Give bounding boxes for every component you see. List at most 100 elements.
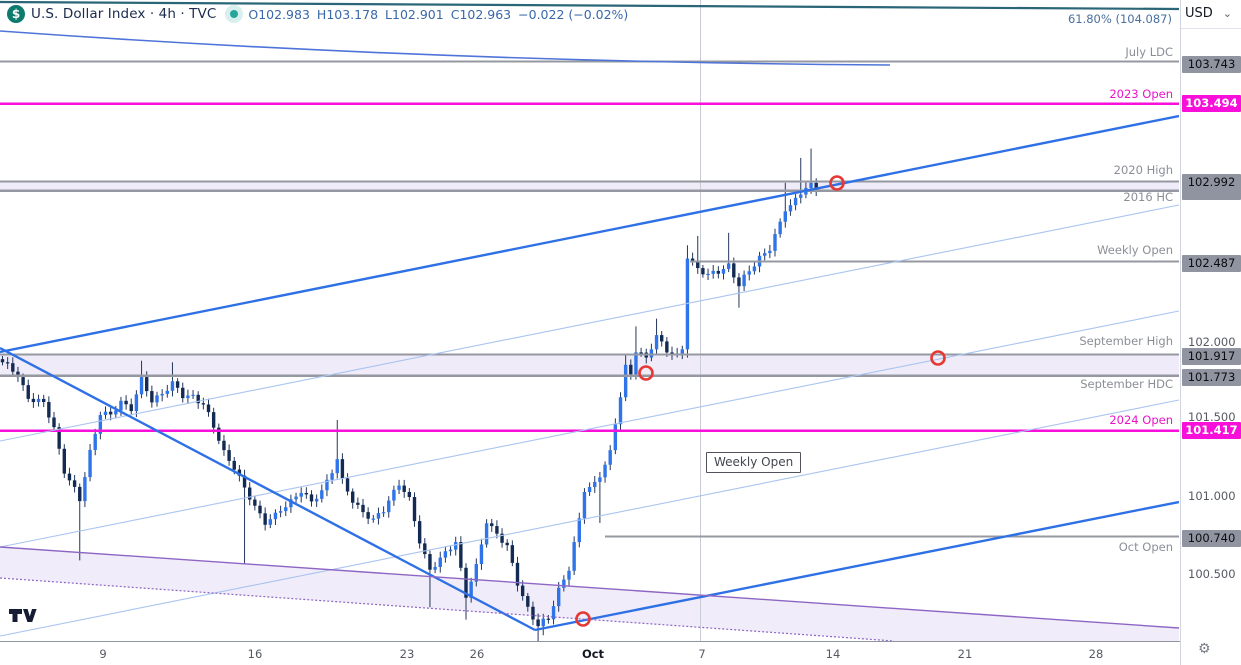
- candle-down: [253, 499, 257, 506]
- candle-down: [536, 619, 540, 627]
- candle-down: [546, 618, 551, 620]
- candle-up: [191, 394, 195, 397]
- candle-up: [98, 415, 103, 434]
- candle-up: [706, 273, 710, 276]
- candle-up: [155, 395, 159, 403]
- reaction-marker-circle: [575, 611, 591, 627]
- candle-down: [72, 480, 77, 487]
- candle-down: [145, 377, 149, 392]
- candle-up: [186, 395, 190, 399]
- tradingview-logo[interactable]: [8, 602, 38, 628]
- candle-up: [788, 205, 793, 212]
- date-label: 14: [825, 647, 841, 661]
- price-badge: 101.417: [1182, 421, 1241, 439]
- candle-up: [484, 523, 489, 545]
- candle-down: [201, 403, 206, 405]
- level-label: Weekly Open: [1097, 243, 1173, 257]
- falling-wedge-fill: [0, 547, 1179, 641]
- level-label: 2016 HC: [1123, 190, 1173, 204]
- candle-up: [443, 551, 448, 558]
- candle-up: [284, 507, 288, 512]
- price-tick-label: 102.000: [1188, 335, 1236, 349]
- candle-down: [629, 364, 633, 375]
- wedge-upper-line: [0, 546, 1179, 629]
- candle-up: [778, 221, 782, 235]
- time-axis[interactable]: 9 16 23 26 Oct 7 14 21 28: [0, 641, 1180, 665]
- candle-down: [248, 487, 252, 500]
- date-label: 26: [469, 647, 485, 661]
- candle-up: [36, 398, 41, 403]
- ohlc-change-value: −0.022 (−0.02%): [518, 6, 629, 22]
- price-badge: 102.487: [1182, 254, 1241, 272]
- candle-down: [196, 394, 200, 404]
- candle-up: [103, 411, 108, 416]
- candle-up: [469, 581, 473, 598]
- candle-up: [268, 519, 272, 525]
- candle-up: [634, 352, 638, 375]
- channel-top: [0, 114, 1179, 354]
- price-tick-label: 101.500: [1188, 410, 1236, 424]
- candle-up: [273, 512, 278, 520]
- candle-down: [263, 513, 267, 525]
- weekly-open-tooltip: Weekly Open: [706, 452, 802, 473]
- candle-down: [206, 404, 211, 413]
- level-label: September High: [1079, 334, 1173, 348]
- candle-down: [124, 400, 128, 405]
- candle-up: [371, 518, 375, 520]
- candle-down: [510, 545, 515, 563]
- candle-down: [222, 440, 226, 451]
- candle-up: [763, 253, 767, 256]
- candle-up: [613, 424, 618, 451]
- candle-down: [26, 385, 30, 399]
- settings-icon[interactable]: ⚙: [1198, 641, 1211, 657]
- candle-up: [294, 496, 298, 500]
- price-axis[interactable]: USD ⌄ 103.743 103.494 102.992 102.487 101.91…: [1180, 0, 1241, 665]
- market-status-icon: [230, 10, 239, 18]
- candle-down: [351, 491, 355, 503]
- candle-down: [428, 554, 432, 570]
- level-label: 2024 Open: [1109, 413, 1173, 427]
- level-label: September HDC: [1080, 377, 1173, 391]
- candle-down: [211, 412, 216, 428]
- symbol-title[interactable]: U.S. Dollar Index · 4h · TVC: [31, 6, 217, 22]
- candle-up: [557, 587, 561, 607]
- candle-down: [732, 263, 736, 278]
- candle-up: [721, 268, 726, 274]
- date-label: 7: [698, 647, 706, 661]
- candle-up: [654, 335, 659, 350]
- level-label: Oct Open: [1118, 540, 1173, 554]
- currency-selector[interactable]: USD ⌄: [1185, 2, 1238, 25]
- candle-down: [696, 261, 700, 269]
- candle-up: [603, 464, 607, 478]
- september-zone: [0, 354, 1179, 375]
- candle-up: [83, 477, 87, 502]
- candle-up: [649, 349, 654, 358]
- fib-level-label: 61.80% (104.087): [1067, 12, 1172, 26]
- candle-up: [572, 542, 576, 571]
- candle-down: [464, 567, 468, 598]
- candle-down: [500, 533, 504, 543]
- price-tick-label: 101.000: [1188, 489, 1236, 503]
- candle-up: [160, 393, 164, 396]
- candle-up: [387, 500, 391, 513]
- candle-down: [258, 505, 262, 514]
- candle-down: [150, 391, 154, 403]
- candle-down: [57, 427, 61, 449]
- chart-header: $ U.S. Dollar Index · 4h · TVC O102.983 H…: [7, 4, 628, 24]
- symbol-logo-icon: $: [7, 5, 25, 23]
- candle-down: [340, 459, 345, 479]
- reaction-marker-circle: [930, 350, 946, 366]
- ohlc-high-value: 103.178: [326, 6, 379, 22]
- candle-down: [175, 381, 180, 388]
- price-chart-canvas[interactable]: [0, 0, 1179, 641]
- price-badge: 101.917: [1182, 347, 1241, 365]
- candle-down: [31, 398, 36, 403]
- candle-down: [701, 268, 705, 275]
- candle-down: [505, 542, 509, 546]
- candle-up: [278, 511, 283, 513]
- candle-up: [392, 489, 396, 501]
- candle-down: [665, 341, 669, 353]
- candle-up: [170, 381, 175, 391]
- candle-down: [181, 387, 185, 399]
- candle-up: [335, 459, 339, 474]
